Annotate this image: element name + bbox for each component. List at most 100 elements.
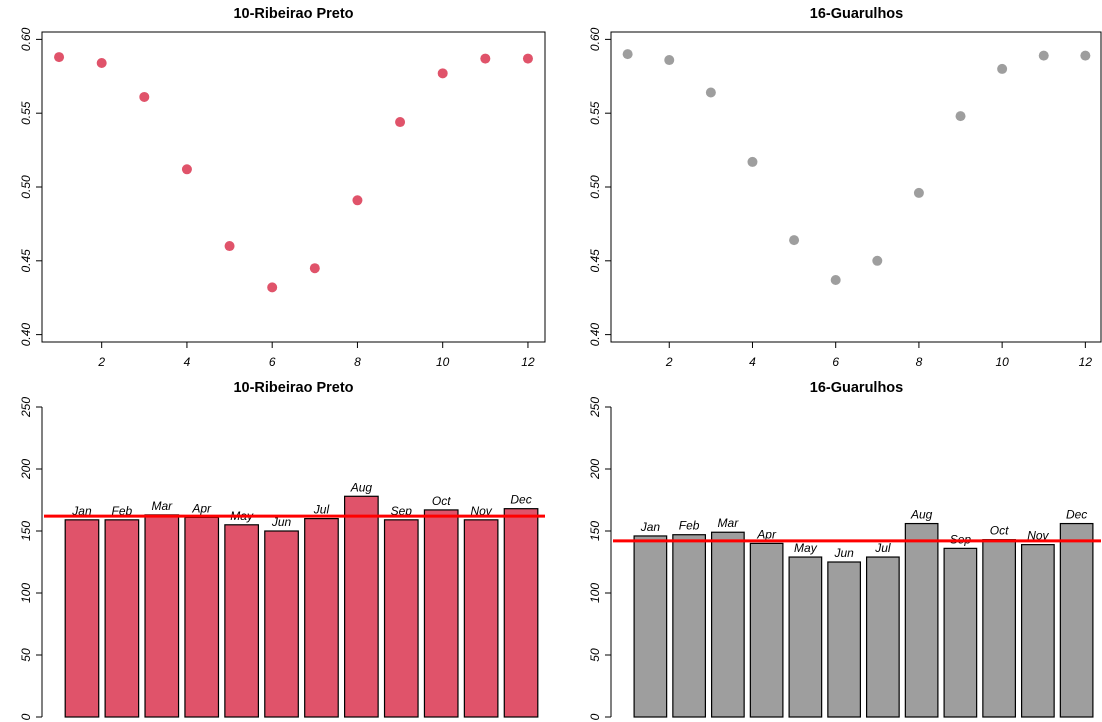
data-point <box>480 53 491 64</box>
bar-label: Jan <box>640 520 661 534</box>
bar-label: Dec <box>1066 508 1087 522</box>
y-tick-label: 0.60 <box>588 27 602 51</box>
bar <box>144 514 180 718</box>
y-tick-label: 0 <box>588 713 602 720</box>
y-tick-label: 0.45 <box>19 249 33 273</box>
bar-label: Nov <box>470 504 492 518</box>
data-point <box>913 187 924 198</box>
x-tick-label: 12 <box>1079 355 1093 369</box>
bar-label: Mar <box>718 516 740 530</box>
y-tick-label: 200 <box>588 459 602 480</box>
bar <box>304 517 339 718</box>
bar-label: Oct <box>990 524 1009 538</box>
bar-label: Jun <box>271 515 292 529</box>
bar-label: Feb <box>112 504 133 518</box>
plot-frame <box>41 31 546 343</box>
bar-label: Feb <box>679 519 700 533</box>
panel-title: 16-Guarulhos <box>810 6 903 22</box>
bar <box>1059 522 1094 718</box>
bar-label: Jul <box>313 503 330 517</box>
x-tick-label: 10 <box>995 355 1009 369</box>
data-point <box>96 58 107 68</box>
y-tick-label: 0.55 <box>588 101 602 125</box>
bar <box>503 508 539 718</box>
bar-label: Jul <box>874 541 891 555</box>
bar <box>383 519 419 718</box>
panel-2: 16-Guarulhos 0.40 0.45 0.50 0.55 0.60 2 4 6 8 10 12 <box>588 6 1102 369</box>
y-tick-label: 150 <box>588 521 602 541</box>
x-tick-label: 12 <box>521 355 535 369</box>
bar-label: Oct <box>432 494 451 508</box>
y-tick-label: 0.50 <box>588 175 602 199</box>
data-point <box>830 275 841 285</box>
data-point <box>1080 50 1091 61</box>
data-point <box>955 111 966 122</box>
data-point <box>997 63 1008 74</box>
bar <box>104 519 140 718</box>
bar <box>904 522 939 718</box>
bar <box>943 547 978 718</box>
bar <box>344 495 379 718</box>
bar-label: Dec <box>510 493 531 507</box>
y-tick-label: 250 <box>588 397 602 418</box>
bar-label: Aug <box>910 508 933 522</box>
data-point <box>54 52 65 63</box>
bar <box>982 539 1016 718</box>
panel-4: 16-Guarulhos 0 50 100 150 200 250 Jan Feb Mar Apr M… <box>588 380 1101 720</box>
bar <box>749 542 784 718</box>
y-tick-label: 100 <box>19 583 33 603</box>
bar-label: Apr <box>191 501 212 515</box>
bar-label: Nov <box>1027 529 1049 543</box>
data-point <box>181 164 192 175</box>
panel-title: 10-Ribeirao Preto <box>233 6 353 22</box>
bar <box>264 530 299 718</box>
y-tick-label: 50 <box>19 648 33 662</box>
x-tick-label: 10 <box>436 355 450 369</box>
data-point <box>139 91 150 102</box>
y-tick-label: 0 <box>19 713 33 720</box>
data-point <box>224 241 235 252</box>
bar-label: Sep <box>391 504 413 518</box>
panel-title: 16-Guarulhos <box>810 380 903 396</box>
bar-label: Jan <box>71 504 92 518</box>
bar-label: May <box>794 541 818 555</box>
y-tick-label: 0.55 <box>19 101 33 125</box>
data-point <box>395 117 406 128</box>
bar <box>463 519 499 718</box>
bar-label: Sep <box>950 532 972 546</box>
bar-label: Mar <box>151 499 173 513</box>
data-point <box>622 49 633 60</box>
panel-title: 10-Ribeirao Preto <box>233 380 353 396</box>
y-tick-label: 0.40 <box>588 323 602 347</box>
data-point <box>309 263 320 274</box>
bar <box>788 556 823 718</box>
data-point <box>522 53 533 64</box>
data-point <box>789 235 800 246</box>
bar <box>827 561 861 718</box>
bar <box>184 516 220 718</box>
x-tick-label: 8 <box>354 355 361 369</box>
data-point <box>872 255 883 266</box>
bar <box>672 534 706 718</box>
x-tick-label: 2 <box>97 355 105 369</box>
bar-label: Jun <box>833 546 854 560</box>
bar-label: Aug <box>350 480 373 494</box>
data-point <box>352 195 363 206</box>
bar <box>1020 544 1055 718</box>
bar <box>423 509 459 718</box>
y-tick-label: 0.40 <box>19 323 33 347</box>
panel-1: 10-Ribeirao Preto 0.40 0.45 0.50 0.55 0.60 2 4 6… <box>19 6 546 369</box>
y-tick-label: 0.60 <box>19 27 33 51</box>
data-point <box>267 282 278 293</box>
data-point <box>664 55 675 66</box>
x-tick-label: 8 <box>916 355 923 369</box>
x-tick-label: 2 <box>665 355 673 369</box>
bar <box>224 524 259 718</box>
y-tick-label: 50 <box>588 648 602 662</box>
plot-frame <box>610 31 1102 343</box>
data-point <box>705 87 716 98</box>
bar-label: Apr <box>756 527 777 541</box>
panel-3: 10-Ribeirao Preto 0 50 100 150 200 250 Jan Feb Ma… <box>19 380 545 720</box>
x-tick-label: 6 <box>269 355 276 369</box>
